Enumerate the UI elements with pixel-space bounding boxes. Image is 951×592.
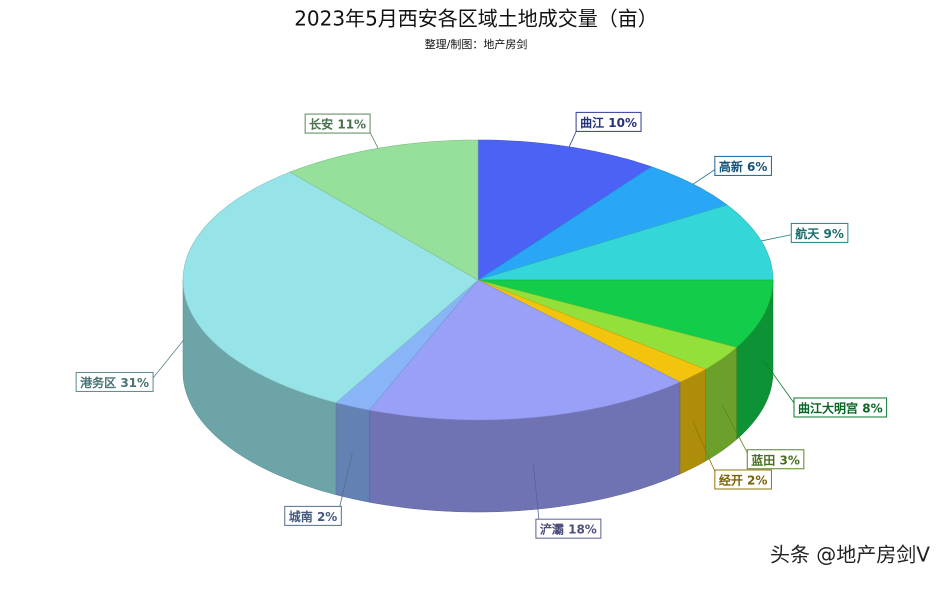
category-label: 曲江 (580, 114, 604, 129)
value-label: 31% (120, 375, 149, 389)
label-box (793, 397, 888, 418)
data-label: 曲江大明宫 8% (798, 400, 883, 415)
pie-tops (182, 139, 774, 421)
label-box (284, 505, 342, 526)
slice (477, 139, 653, 281)
value-label: 3% (779, 453, 799, 467)
category-label: 长安 (309, 116, 333, 131)
label-box (535, 518, 602, 539)
data-label: 城南 2% (289, 508, 338, 523)
leader-line (721, 404, 752, 461)
category-label: 航天 (795, 225, 820, 240)
slice-side (679, 368, 706, 475)
label-box (714, 155, 772, 176)
leader-line (532, 463, 541, 530)
slice (477, 279, 774, 348)
slice (477, 166, 728, 281)
slice (182, 171, 479, 404)
data-label: 长安 11% (309, 116, 366, 131)
value-label: 8% (862, 401, 882, 415)
category-label: 浐灞 (540, 521, 564, 536)
slice (335, 279, 479, 411)
category-label: 城南 (289, 508, 313, 523)
data-label: 航天 9% (795, 225, 844, 240)
label-box (75, 371, 154, 392)
data-label: 高新 6% (719, 158, 768, 173)
label-box (790, 222, 849, 243)
value-label: 2% (747, 473, 767, 487)
pie-sides (182, 279, 774, 513)
value-label: 11% (337, 117, 366, 131)
label-box (746, 449, 805, 470)
label-box (304, 113, 371, 134)
data-label: 浐灞 18% (540, 521, 597, 536)
category-label: 经开 (719, 472, 743, 487)
data-label: 经开 2% (719, 472, 768, 487)
watermark: 头条 @地产房剑V (770, 543, 930, 567)
leader-line (763, 360, 799, 409)
value-label: 2% (317, 509, 337, 523)
slice (289, 139, 479, 281)
category-label: 港务区 (80, 374, 116, 389)
category-label: 曲江大明宫 (798, 400, 858, 415)
value-label: 6% (747, 159, 767, 173)
data-label: 曲江 10% (580, 114, 637, 129)
value-label: 9% (823, 226, 843, 240)
labels: 曲江 10% 高新 6% 航天 9% 曲江大明宫 8% 蓝田 3% 经开 2% 浐灞 18%… (75, 111, 888, 539)
leader-line (761, 233, 796, 242)
value-label: 18% (568, 522, 597, 536)
data-label: 港务区 31% (80, 374, 149, 389)
chart-title: 2023年5月西安各区域土地成交量（亩） (294, 7, 658, 31)
slice (368, 279, 681, 421)
slice (477, 279, 706, 383)
label-box (714, 469, 772, 490)
chart-subtitle: 整理/制图：地产房剑 (425, 37, 528, 51)
data-label: 蓝田 3% (751, 452, 800, 467)
label-box (575, 111, 642, 132)
leader-line (148, 338, 185, 384)
value-label: 10% (608, 115, 637, 129)
slice-side (335, 402, 370, 503)
category-label: 高新 (719, 158, 743, 173)
category-label: 蓝田 (751, 452, 775, 467)
slice (477, 279, 738, 370)
